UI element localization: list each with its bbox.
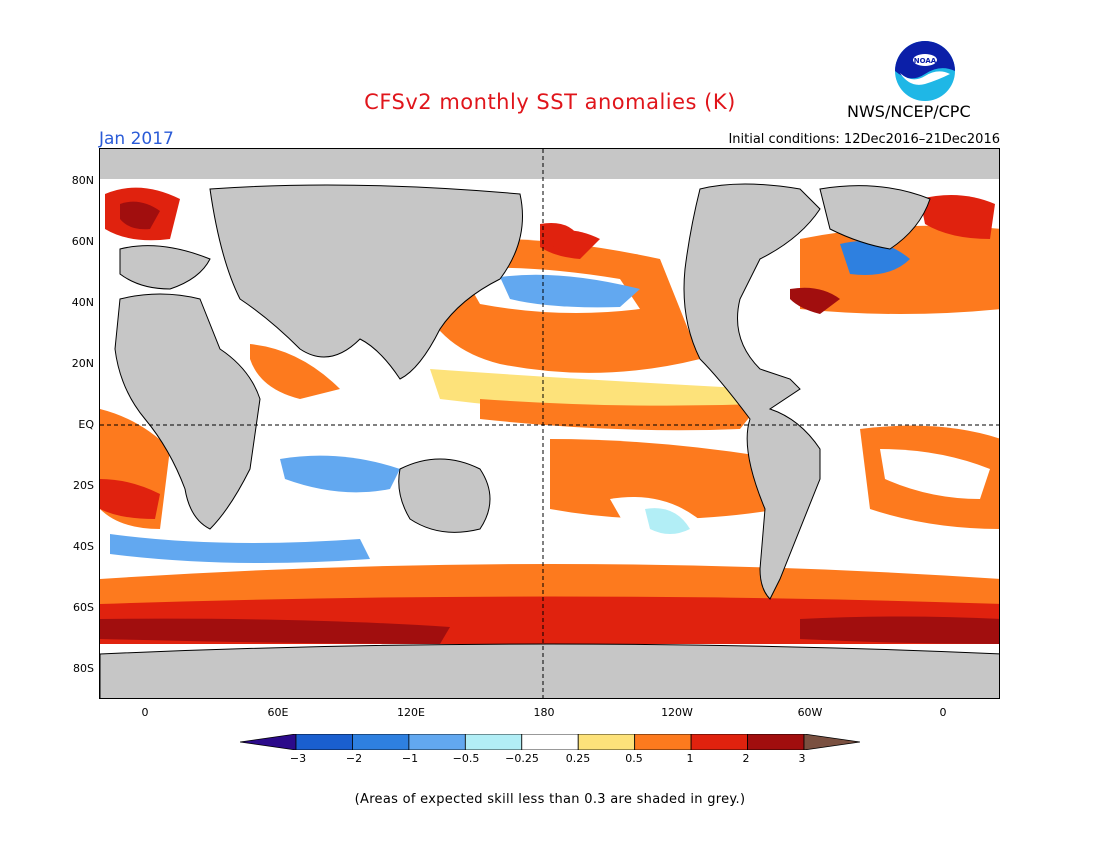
cb-label-0-5: 0.5	[625, 752, 643, 765]
svg-text:NOAA: NOAA	[914, 57, 937, 65]
chart-title: CFSv2 monthly SST anomalies (K)	[364, 90, 736, 114]
colorbar-segment	[747, 734, 805, 750]
cb-label-neg2: −2	[345, 752, 363, 765]
lat-label-80s: 80S	[73, 662, 94, 675]
colorbar-segment	[577, 734, 636, 750]
sst-anomaly-map	[99, 148, 1000, 699]
lat-label-20n: 20N	[71, 357, 94, 370]
cb-label-neg0-5: −0.5	[452, 752, 480, 765]
lat-label-60s: 60S	[73, 601, 94, 614]
lon-label-0-east: 0	[939, 706, 947, 719]
colorbar-segment	[408, 734, 466, 750]
cb-label-0-25: 0.25	[565, 752, 591, 765]
lat-label-40s: 40S	[73, 540, 94, 553]
footnote: (Areas of expected skill less than 0.3 a…	[354, 792, 746, 807]
agency-label: NWS/NCEP/CPC	[847, 102, 971, 121]
colorbar-segment	[464, 734, 523, 750]
colorbar-segment	[295, 734, 353, 750]
colorbar-segment	[521, 734, 579, 750]
colorbar-segment	[690, 734, 748, 750]
lon-label-60w: 60W	[797, 706, 823, 719]
lat-label-60n: 60N	[71, 235, 94, 248]
lat-label-eq: EQ	[78, 418, 94, 431]
lat-label-40n: 40N	[71, 296, 94, 309]
continent-outlines	[100, 183, 999, 698]
colorbar-segment	[352, 734, 410, 750]
lat-label-80n: 80N	[71, 174, 94, 187]
cb-label-neg0-25: −0.25	[505, 752, 539, 765]
lon-label-180: 180	[533, 706, 555, 719]
cb-label-2: 2	[742, 752, 750, 765]
colorbar-segment	[803, 734, 860, 750]
cb-label-3: 3	[798, 752, 806, 765]
noaa-logo: NOAA	[895, 41, 955, 101]
forecast-month: Jan 2017	[99, 129, 174, 149]
lat-label-20s: 20S	[73, 479, 94, 492]
lon-label-0: 0	[141, 706, 149, 719]
cb-label-neg1: −1	[401, 752, 419, 765]
colorbar-segment	[240, 734, 297, 750]
lon-label-120w: 120W	[661, 706, 693, 719]
lon-label-60e: 60E	[267, 706, 289, 719]
colorbar	[240, 734, 860, 750]
colorbar-segment	[634, 734, 692, 750]
initial-conditions: Initial conditions: 12Dec2016–21Dec2016	[728, 132, 1000, 147]
cb-label-1: 1	[686, 752, 694, 765]
cb-label-neg3: −3	[289, 752, 307, 765]
lon-label-120e: 120E	[397, 706, 425, 719]
